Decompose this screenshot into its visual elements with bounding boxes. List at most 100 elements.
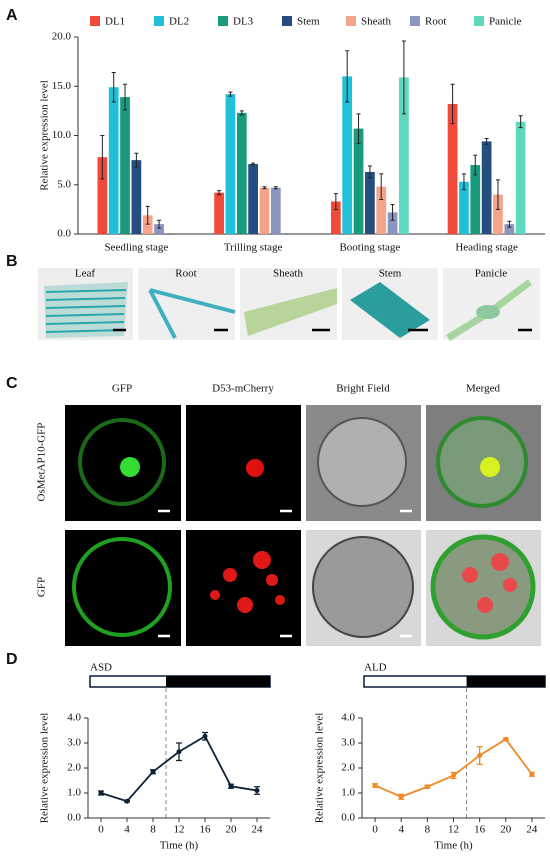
- error-bar: [239, 110, 244, 116]
- image: [65, 530, 181, 646]
- panel-label: C: [6, 375, 18, 392]
- chart-title: ASD: [90, 662, 112, 674]
- error-bar: [495, 179, 500, 210]
- point: [503, 736, 509, 742]
- cell: [312, 536, 414, 638]
- y-tick-label: 1.0: [67, 787, 81, 799]
- column-label: Bright Field: [336, 383, 390, 395]
- image: [138, 268, 235, 340]
- leaf-veins: [45, 289, 127, 333]
- x-tick-label: 0: [372, 824, 378, 836]
- bar: [376, 186, 387, 234]
- bar: [259, 187, 270, 234]
- x-axis-label: Time (h): [434, 840, 473, 852]
- bar: [131, 160, 142, 234]
- y-tick-label: 0.0: [57, 228, 71, 240]
- bar: [120, 97, 130, 235]
- legend-swatch: [90, 16, 100, 26]
- error-bar: [100, 135, 105, 180]
- x-tick-label: 12: [174, 824, 185, 836]
- y-tick-label: 4.0: [67, 712, 81, 724]
- legend-label: DL2: [169, 16, 189, 28]
- y-tick-label: 0.0: [341, 812, 355, 824]
- nucleus: [480, 457, 500, 477]
- legend-swatch: [346, 16, 356, 26]
- error-bar: [111, 71, 116, 103]
- point: [477, 753, 483, 758]
- micrographs: [65, 405, 541, 646]
- error-bar: [228, 91, 233, 97]
- legend-swatch: [282, 16, 292, 26]
- image-label: Root: [175, 268, 196, 280]
- legend-label: Root: [425, 16, 446, 28]
- bar: [504, 224, 515, 234]
- column-label: D53-mCherry: [212, 383, 274, 395]
- point: [150, 769, 156, 775]
- x-tick-label: Seedling stage: [104, 242, 168, 254]
- cell: [430, 534, 536, 640]
- x-tick-label: 8: [150, 824, 156, 836]
- error-bar: [518, 115, 523, 129]
- bar: [330, 201, 341, 234]
- x-tick-label: Booting stage: [339, 242, 400, 254]
- x-tick-label: 4: [124, 824, 130, 836]
- bar: [154, 224, 164, 234]
- legend-label: DL1: [105, 16, 125, 28]
- y-axis-label: Relative expression level: [39, 80, 51, 191]
- error-bar: [507, 220, 512, 228]
- error-bar: [123, 83, 128, 111]
- y-tick-label: 3.0: [67, 737, 81, 749]
- y-tick-label: 3.0: [341, 737, 355, 749]
- bar: [447, 103, 458, 234]
- point: [372, 783, 378, 788]
- point: [424, 784, 430, 790]
- error-bar: [473, 154, 478, 176]
- nucleus: [120, 457, 140, 477]
- point: [451, 773, 456, 778]
- error-bar: [333, 193, 338, 210]
- y-tick-label: 2.0: [67, 762, 81, 774]
- y-axis-label: Relative expression level: [314, 713, 326, 824]
- legend-label: Panicle: [489, 16, 521, 28]
- x-tick-label: Heading stage: [455, 242, 518, 254]
- bar: [365, 171, 375, 234]
- bar: [481, 141, 492, 234]
- organelles: [210, 551, 285, 613]
- error-bar: [273, 186, 278, 190]
- bar: [470, 165, 481, 234]
- point: [176, 749, 182, 755]
- bar: [493, 194, 503, 234]
- y-tick-label: 15.0: [52, 80, 72, 92]
- x-tick-label: 8: [425, 824, 431, 836]
- bar: [459, 181, 469, 234]
- line: [374, 738, 533, 798]
- error-bar: [379, 173, 384, 201]
- x-tick-label: 20: [226, 824, 238, 836]
- error-bar: [134, 152, 139, 168]
- point: [529, 771, 535, 777]
- root: [148, 288, 236, 339]
- panel-label: D: [6, 651, 18, 668]
- bar: [248, 164, 258, 234]
- panel-label: B: [6, 253, 18, 270]
- panicle: [476, 305, 500, 319]
- legend-label: Stem: [297, 16, 320, 28]
- x-tick-label: 20: [500, 824, 512, 836]
- tissue-images: [38, 268, 540, 341]
- row-label: OsMetAP10-GFP: [36, 423, 48, 502]
- legend-swatch: [218, 16, 228, 26]
- error-bar: [401, 40, 406, 115]
- x-tick-label: 16: [474, 824, 486, 836]
- error-bar: [461, 173, 466, 191]
- bar: [399, 77, 409, 234]
- chart-title: ALD: [364, 662, 387, 674]
- x-tick-label: 16: [200, 824, 212, 836]
- error-bar: [367, 165, 372, 179]
- bar: [97, 157, 108, 234]
- bar: [353, 128, 364, 234]
- error-bar: [217, 190, 222, 196]
- bar: [270, 187, 281, 234]
- image: [186, 405, 301, 521]
